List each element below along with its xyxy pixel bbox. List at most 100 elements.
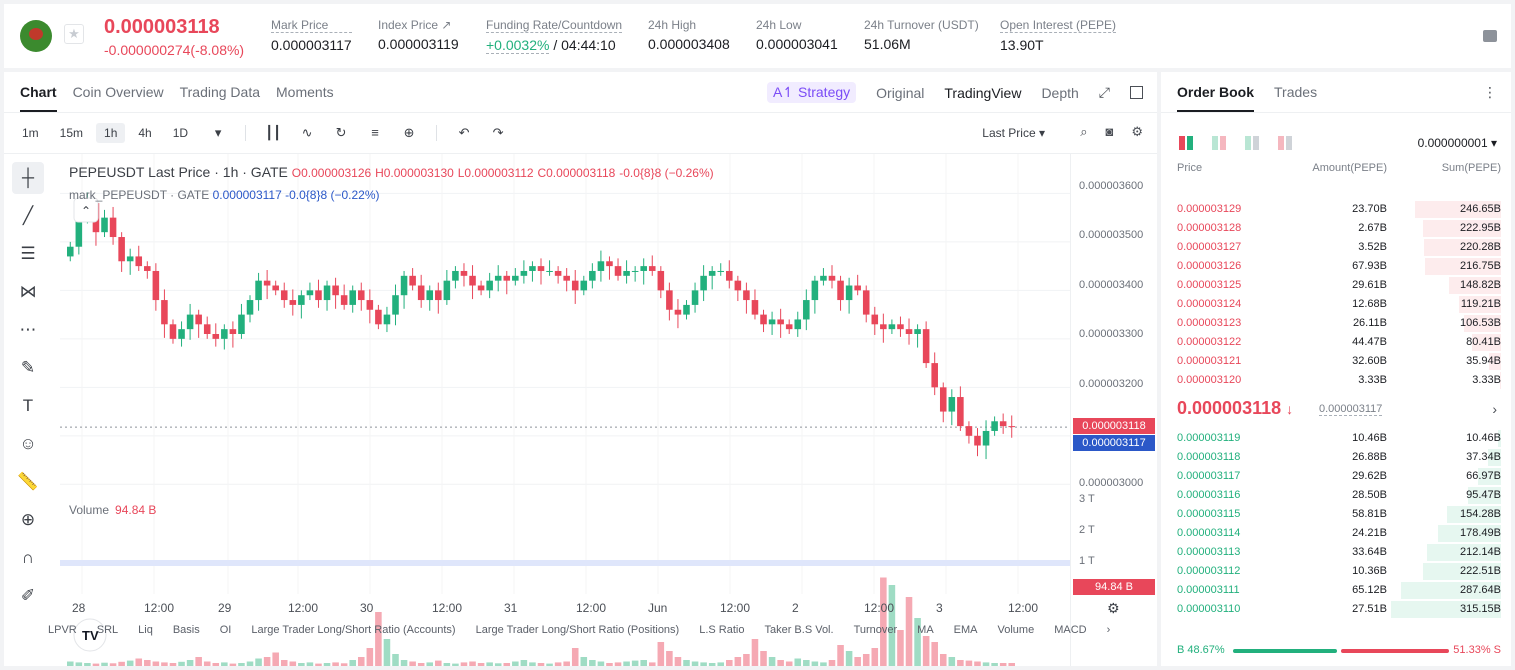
view-original[interactable]: Original — [876, 84, 925, 101]
pencil-icon[interactable]: ✐ — [20, 586, 36, 605]
view-depth[interactable]: Depth — [1041, 84, 1079, 101]
magnet-icon[interactable]: ∩ — [21, 548, 35, 567]
undo-icon[interactable]: ↶ — [458, 125, 470, 140]
tab-trading-data[interactable]: Trading Data — [179, 84, 261, 100]
brush-icon[interactable]: ✎ — [20, 358, 36, 377]
view-tradingview[interactable]: TradingView — [944, 84, 1022, 101]
window-icon[interactable] — [1130, 86, 1143, 99]
strategy-button[interactable]: A↿ Strategy — [767, 82, 857, 103]
precision-select[interactable]: 0.000000001 ▾ — [1417, 136, 1497, 150]
camera-icon[interactable]: ◙ — [1105, 124, 1114, 139]
expand-icon[interactable]: ⤢ — [1098, 84, 1110, 100]
trendline-icon[interactable]: ╱ — [22, 206, 34, 225]
ask-row[interactable]: 0.000003121 32.60B 35.94B — [1161, 352, 1511, 371]
candles-icon[interactable]: ┃┃ — [265, 125, 281, 140]
ask-row[interactable]: 0.000003122 44.47B 80.41B — [1161, 333, 1511, 352]
bid-row[interactable]: 0.000003119 10.46B 10.46B — [1161, 429, 1511, 448]
settings-list-icon[interactable]: ≡ — [371, 125, 379, 140]
ruler-icon[interactable]: 📏 — [17, 472, 39, 491]
bid-row[interactable]: 0.000003117 29.62B 66.97B — [1161, 467, 1511, 486]
indicator-lpvr[interactable]: LPVR — [48, 624, 77, 636]
candle-body — [828, 275, 836, 281]
compare-icon[interactable]: ↻ — [335, 125, 347, 140]
indicator-ls-ratio[interactable]: L.S Ratio — [699, 624, 745, 636]
indicator-oi[interactable]: OI — [219, 624, 232, 636]
layout-bids-icon[interactable] — [1245, 136, 1260, 150]
text-icon[interactable]: T — [22, 396, 34, 415]
pattern-icon[interactable]: ⋈ — [19, 282, 37, 301]
indicators-icon[interactable]: ∿ — [301, 125, 313, 140]
axis-settings-icon[interactable]: ⚙ — [1107, 600, 1120, 616]
indicator-turnover[interactable]: Turnover — [853, 624, 898, 636]
ask-row[interactable]: 0.000003124 12.68B 119.21B — [1161, 295, 1511, 314]
stat-index-price[interactable]: Index Price ↗ 0.000003119 — [378, 18, 459, 52]
search-icon[interactable]: ⌕ — [1080, 124, 1088, 139]
price-type-select[interactable]: Last Price ▾ — [982, 126, 1045, 140]
gear-icon[interactable]: ⚙ — [1131, 124, 1143, 139]
favorite-star-icon[interactable]: ★ — [64, 24, 84, 44]
timeframe-1d[interactable]: 1D — [172, 126, 189, 140]
fib-icon[interactable]: ⋯ — [19, 320, 37, 339]
tab-order-book[interactable]: Order Book — [1177, 84, 1255, 112]
volume-bar — [922, 636, 930, 666]
indicator-srl[interactable]: SRL — [96, 624, 119, 636]
indicator-ma[interactable]: MA — [917, 624, 934, 636]
depth-bar — [1438, 525, 1501, 542]
crosshair-icon[interactable]: ┼ — [12, 162, 44, 194]
candle-body — [880, 324, 887, 330]
chevron-right-icon[interactable]: › — [1106, 624, 1111, 636]
add-indicator-icon[interactable]: ⊕ — [403, 125, 415, 140]
indicator-ema[interactable]: EMA — [953, 624, 978, 636]
stat-24h-low: 24h Low 0.000003041 — [756, 18, 838, 52]
volume-bar — [640, 660, 647, 666]
ask-row[interactable]: 0.000003120 3.33B 3.33B — [1161, 371, 1511, 390]
tab-chart[interactable]: Chart — [20, 84, 57, 112]
timeframe-15m[interactable]: 15m — [59, 126, 84, 140]
chevron-down-icon[interactable]: ▾ — [214, 125, 222, 140]
ask-row[interactable]: 0.000003125 29.61B 148.82B — [1161, 276, 1511, 295]
bid-row[interactable]: 0.000003114 24.21B 178.49B — [1161, 524, 1511, 543]
x-tick: 12:00 — [576, 601, 607, 615]
candlestick-chart[interactable]: TV ⌃ — [60, 154, 1070, 666]
bid-row[interactable]: 0.000003115 58.81B 154.28B — [1161, 505, 1511, 524]
emoji-icon[interactable]: ☺ — [19, 434, 37, 453]
book-icon[interactable] — [1483, 30, 1497, 42]
volume-bar — [92, 663, 100, 666]
indicator-volume[interactable]: Volume — [997, 624, 1035, 636]
bid-row[interactable]: 0.000003111 65.12B 287.64B — [1161, 581, 1511, 600]
bid-row[interactable]: 0.000003113 33.64B 212.14B — [1161, 543, 1511, 562]
bid-row[interactable]: 0.000003110 27.51B 315.15B — [1161, 600, 1511, 619]
redo-icon[interactable]: ↷ — [492, 125, 504, 140]
ask-row[interactable]: 0.000003128 2.67B 222.95B — [1161, 219, 1511, 238]
tab-trades[interactable]: Trades — [1274, 84, 1318, 100]
y-tick: 0.000003300 — [1079, 328, 1144, 340]
indicator-basis[interactable]: Basis — [172, 624, 200, 636]
tab-coin-overview[interactable]: Coin Overview — [72, 84, 164, 100]
timeframe-1h[interactable]: 1h — [96, 123, 126, 143]
chevron-right-icon[interactable]: › — [1492, 401, 1497, 417]
indicator-macd[interactable]: MACD — [1054, 624, 1087, 636]
more-icon[interactable]: ⋮ — [1483, 84, 1497, 100]
bid-row[interactable]: 0.000003118 26.88B 37.34B — [1161, 448, 1511, 467]
bid-row[interactable]: 0.000003116 28.50B 95.47B — [1161, 486, 1511, 505]
price-axis[interactable]: 0.000003600 0.000003500 0.000003400 0.00… — [1070, 154, 1157, 666]
horizontal-lines-icon[interactable]: ☰ — [20, 244, 36, 263]
tab-moments[interactable]: Moments — [276, 84, 334, 100]
indicator-lt-positions[interactable]: Large Trader Long/Short Ratio (Positions… — [475, 624, 680, 636]
ask-row[interactable]: 0.000003123 26.11B 106.53B — [1161, 314, 1511, 333]
layout-both-icon[interactable] — [1179, 136, 1194, 150]
y-tick: 0.000003200 — [1079, 378, 1144, 390]
layout-split-icon[interactable] — [1212, 136, 1227, 150]
orderbook-layouts — [1179, 136, 1293, 150]
indicator-taker[interactable]: Taker B.S Vol. — [764, 624, 834, 636]
indicator-liq[interactable]: Liq — [138, 624, 153, 636]
indicator-lt-accounts[interactable]: Large Trader Long/Short Ratio (Accounts) — [251, 624, 456, 636]
timeframe-1m[interactable]: 1m — [22, 126, 39, 140]
ask-row[interactable]: 0.000003127 3.52B 220.28B — [1161, 238, 1511, 257]
ask-row[interactable]: 0.000003129 23.70B 246.65B — [1161, 200, 1511, 219]
zoom-in-icon[interactable]: ⊕ — [20, 510, 36, 529]
bid-row[interactable]: 0.000003112 10.36B 222.51B — [1161, 562, 1511, 581]
ask-row[interactable]: 0.000003126 67.93B 216.75B — [1161, 257, 1511, 276]
timeframe-4h[interactable]: 4h — [138, 126, 152, 140]
layout-asks-icon[interactable] — [1278, 136, 1293, 150]
